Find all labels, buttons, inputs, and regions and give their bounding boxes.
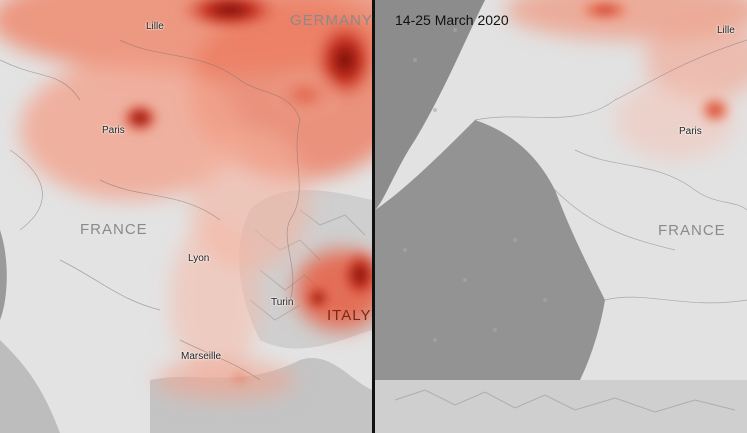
hotspot-paris [120,102,160,134]
hotspot-paris-right [699,96,731,124]
right-no2-map [375,0,747,433]
label-paris-left: Paris [102,125,125,136]
hotspot-belgium [175,0,285,32]
label-lyon: Lyon [188,253,210,264]
left-coast-shadow [0,230,7,320]
right-sea-channel [375,0,485,210]
right-mountain-ridges [394,389,736,413]
hotspot-milan [338,247,372,303]
right-sea-biscay [375,120,605,380]
left-no2-hotspots [120,0,372,386]
hotspot-marseille [226,370,254,386]
label-lille-right: Lille [717,25,735,36]
date-range-label: 14-25 March 2020 [395,12,509,28]
left-map-panel: GERMANY Lille Paris FRANCE Lyon Turin IT… [0,0,372,433]
hotspot-north-right [575,0,635,22]
left-borders [0,39,301,381]
label-france-right: FRANCE [658,222,726,239]
label-france-left: FRANCE [80,221,148,238]
right-no2-hotspots [575,0,731,124]
right-borders [474,39,747,304]
right-pyrenees [375,380,747,433]
label-marseille: Marseille [181,351,222,362]
hotspot-rhine [265,70,345,120]
right-map-panel: 14-25 March 2020 Lille Paris FRANCE [375,0,747,433]
left-sea-west [0,340,60,433]
left-no2-map [0,0,372,433]
panel-divider [372,0,375,433]
label-italy: ITALY [327,307,372,324]
hotspot-turin [304,284,332,312]
label-germany: GERMANY [290,12,372,29]
right-sea-texture [403,28,547,342]
label-paris-right: Paris [679,126,702,137]
label-lille-left: Lille [146,21,164,32]
label-turin: Turin [271,297,294,308]
